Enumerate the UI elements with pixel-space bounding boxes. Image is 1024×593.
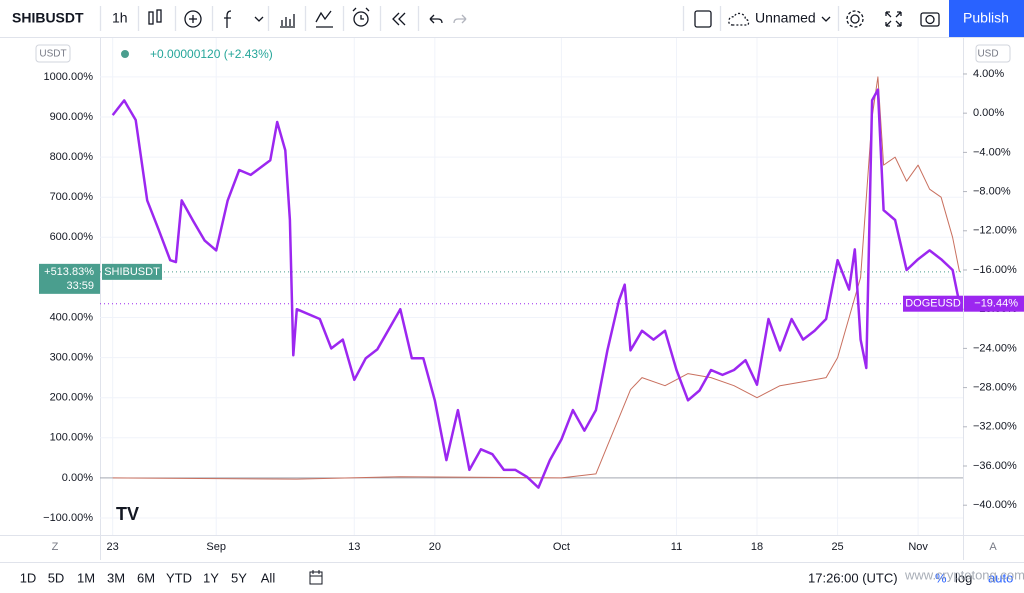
- x-tick-label: 18: [751, 541, 763, 553]
- a-button[interactable]: A: [989, 541, 997, 553]
- tv-logo: TV: [116, 504, 139, 524]
- legend-dot: [121, 50, 129, 58]
- y-tick-label: 600.00%: [50, 231, 94, 243]
- interval[interactable]: 1h: [112, 10, 128, 26]
- range-button[interactable]: 1M: [77, 570, 95, 585]
- publish-label[interactable]: Publish: [963, 10, 1009, 26]
- y2-tick-label: −12.00%: [973, 225, 1017, 237]
- x-tick-label: 25: [831, 541, 843, 553]
- range-button[interactable]: 1Y: [203, 570, 219, 585]
- z-button[interactable]: Z: [52, 541, 59, 553]
- x-tick-label: 20: [429, 541, 441, 553]
- range-button[interactable]: 5D: [48, 570, 65, 585]
- y-tick-label: 0.00%: [62, 472, 93, 484]
- x-tick-label: 11: [671, 541, 682, 553]
- publish-button[interactable]: [949, 0, 1024, 37]
- last-value-label: −19.44%: [974, 298, 1018, 310]
- plot: 23 Sep 13 20 Oct 11 18 25 Nov 1000.00% 900.00% 800.…: [39, 38, 1024, 553]
- legend-change: +0.00000120 (+2.43%): [150, 47, 273, 61]
- y2-tick-label: −8.00%: [973, 185, 1011, 197]
- x-tick-label: Sep: [206, 541, 226, 553]
- last-value-tag: [964, 295, 1024, 312]
- y2-tick-label: −24.00%: [973, 342, 1017, 354]
- y-tick-label: 200.00%: [50, 392, 94, 404]
- range-button[interactable]: 3M: [107, 570, 125, 585]
- y-tick-label: −100.00%: [43, 512, 93, 524]
- date-range-icon[interactable]: [309, 570, 323, 585]
- series-name: SHIBUSDT: [104, 266, 160, 278]
- layout-name[interactable]: Unnamed: [755, 10, 816, 26]
- series-line: [111, 88, 961, 489]
- y2-tick-label: −16.00%: [973, 264, 1017, 276]
- range-button[interactable]: 6M: [137, 570, 155, 585]
- left-unit[interactable]: USDT: [39, 49, 66, 60]
- y2-tick-label: 0.00%: [973, 107, 1004, 119]
- y2-tick-label: −28.00%: [973, 382, 1017, 394]
- series-name-tag: [903, 295, 963, 312]
- right-unit[interactable]: USD: [977, 49, 998, 60]
- symbol[interactable]: SHIBUSDT: [12, 10, 84, 26]
- range-button[interactable]: 5Y: [231, 570, 247, 585]
- clock: 17:26:00 (UTC): [808, 570, 898, 585]
- y-tick-label: 700.00%: [50, 191, 94, 203]
- y2-tick-label: −36.00%: [973, 460, 1017, 472]
- last-value-tag: [39, 263, 100, 294]
- countdown: 33:59: [66, 280, 94, 292]
- y-tick-label: 100.00%: [50, 432, 94, 444]
- series-name: DOGEUSD: [905, 298, 961, 310]
- y2-tick-label: −32.00%: [973, 421, 1017, 433]
- auto-toggle[interactable]: auto: [988, 570, 1013, 585]
- y-tick-label: 1000.00%: [43, 71, 93, 83]
- range-button[interactable]: 1D: [20, 570, 37, 585]
- y2-tick-label: −4.00%: [973, 146, 1011, 158]
- range-button[interactable]: All: [261, 570, 276, 585]
- x-tick-label: 23: [107, 541, 119, 553]
- range-button[interactable]: YTD: [166, 570, 192, 585]
- series-line: [112, 76, 960, 480]
- unit-box[interactable]: [35, 44, 71, 63]
- y-tick-label: 800.00%: [50, 151, 94, 163]
- watermark: www.cryptotong.com: [904, 567, 1024, 582]
- last-value-label: +513.83%: [44, 266, 94, 278]
- y-tick-label: 900.00%: [50, 111, 94, 123]
- toolbar-icons: [99, 6, 940, 31]
- x-tick-label: 13: [348, 541, 360, 553]
- unit-box[interactable]: [975, 44, 1011, 63]
- log-toggle[interactable]: log: [955, 570, 972, 585]
- bottom-bar: 17:26:00 (UTC) % log auto www.cryptotong…: [20, 567, 1024, 585]
- y2-tick-label: 4.00%: [973, 68, 1004, 80]
- x-tick-label: Nov: [908, 541, 928, 553]
- y2-tick-label: −40.00%: [973, 499, 1017, 511]
- percent-toggle[interactable]: %: [935, 570, 947, 585]
- series-name-tag: [102, 263, 162, 280]
- y-tick-label: 400.00%: [50, 311, 94, 323]
- y-tick-label: 300.00%: [50, 352, 94, 364]
- x-tick-label: Oct: [553, 541, 570, 553]
